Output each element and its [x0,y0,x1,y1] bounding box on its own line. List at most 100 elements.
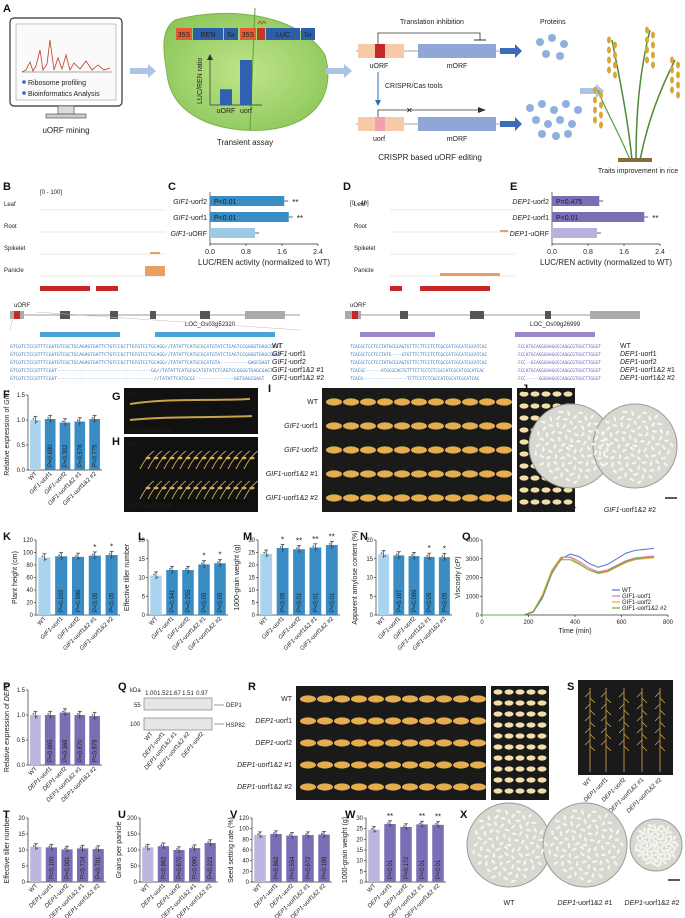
grain [563,391,573,397]
significance-star: * [443,545,446,554]
grain [445,422,461,430]
grain [530,415,540,421]
grain [445,398,461,406]
tick-label: 0.5 [17,738,26,744]
tick-label: 1.0 [17,418,26,424]
grain [300,783,316,791]
grain [334,739,350,747]
tick-label: 20 [248,563,255,569]
grain [552,391,562,397]
grain [453,761,469,769]
p-value-label: P=0.865 [48,739,54,762]
sequence-row: CCCATGCAGGGGAGGCCAGGCGTGGCTTGGGT [518,344,601,350]
track-label: Panicle [4,268,24,274]
arrow-icon [130,64,156,78]
grain [334,761,350,769]
grain [541,403,551,409]
grain [368,739,384,747]
panel-v-chart: 0 20 40 60 80 100 120 Seed setting rate (%) WT P=… [228,816,332,918]
grain [530,499,540,505]
bar [61,849,73,882]
grain [526,744,536,750]
tick-label: 10 [138,576,145,582]
grain [428,398,444,406]
data-point [259,831,261,834]
panel-letter: A [3,3,11,15]
row-label: WT [307,399,319,406]
sequence-label: GIF1-uorf1 [272,351,306,358]
p-value-label: P=0.578 [78,444,84,467]
x-axis-label: Time (min) [558,628,591,635]
sequence-row: GTCGTCTCCGTTTCGAT-----------------------… [10,376,265,382]
bar [423,556,435,615]
tick-label: 20 [18,816,25,822]
data-point [91,416,94,419]
panel-letter: W [345,809,356,821]
grain [530,487,540,493]
panel-t-chart: 0 5 10 15 20 Effective tiller number WT P=0.100… [4,816,106,918]
bar [59,712,71,765]
panel-letter: Q [118,681,127,693]
grain [385,739,401,747]
p-value-label: P=0.724 [81,856,87,879]
panel-h: H WT GIF1-uorf1&2 #2 [112,436,259,512]
tick-label: 0.8 [583,249,593,256]
data-point [78,417,81,420]
svg-text:LUC: LUC [276,32,290,39]
y-axis-label: Apparent amylose content (%) [352,530,359,624]
bar [92,849,104,882]
data-point [193,844,196,847]
tick-label: 4000 [466,538,480,544]
grain [411,422,427,430]
svg-text:35S: 35S [178,32,191,39]
data-point [210,843,213,846]
p-value-label: P=0.100 [49,856,55,879]
panel-letter: F [3,389,10,401]
p-value-label: P<0.01 [297,592,303,612]
ratio-bar-uorf-wt [220,89,232,105]
series-line [482,556,655,616]
grain [402,761,418,769]
grain [377,446,393,454]
p-value-label: P<0.05 [202,592,208,612]
data-point [112,555,114,558]
tick-label: 20 [242,869,249,875]
x-axis-label: LUC/REN activity (normalized to WT) [540,258,672,267]
data-point [80,422,83,425]
grain [326,470,342,478]
panel-w-chart: 0 5 10 15 20 25 30 1000-grain weight (g) WT P<0.0… [342,812,446,918]
grain [563,499,573,505]
tick-label: 15 [138,557,145,563]
grain [552,487,562,493]
grain [537,700,547,706]
p-value-label: P=0.221 [208,856,214,879]
grain [317,739,333,747]
panel-letter: R [248,681,256,693]
p-value-label: P=0.670 [177,856,183,879]
data-point [76,419,79,422]
grain [428,470,444,478]
grain [436,717,452,725]
y-axis-label: Grains per panicle [116,821,123,878]
row-label: GIF1-uorf1&2 #2 [266,495,318,502]
tick-label: 60 [242,848,249,854]
data-point [78,711,81,713]
panel-letter: P [3,681,10,693]
grain [504,788,514,794]
uorf-label: uORF [350,303,366,309]
tick-label: 10 [366,576,373,582]
grain [515,766,525,772]
grain [402,717,418,725]
tick-label: 0 [246,880,250,886]
p-value-label: P<0.01 [214,215,236,222]
arrow-icon [326,64,352,78]
tick-label: 0.0 [17,468,26,474]
bar [188,848,201,882]
data-point [144,845,147,848]
data-point [146,843,149,846]
grain [436,695,452,703]
band-ratio: 1.00 [145,691,157,697]
bar [74,421,86,470]
sequence-label: DEP1-uorf1&2 #1 [620,367,675,374]
data-point [41,555,44,558]
